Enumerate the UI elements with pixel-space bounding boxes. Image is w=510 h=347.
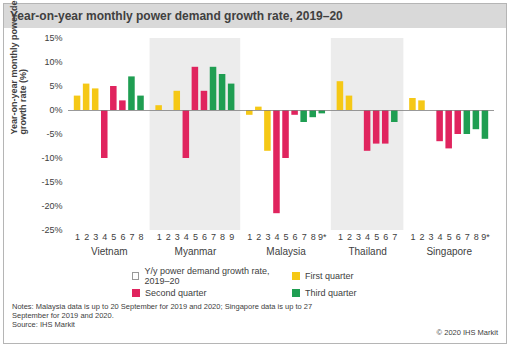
svg-text:2: 2 [84, 232, 89, 242]
svg-text:4: 4 [438, 232, 443, 242]
html-text:Source: IHS Markit: Source: IHS Markit [12, 320, 75, 329]
svg-text:9*: 9* [318, 232, 327, 242]
svg-text:1: 1 [247, 232, 252, 242]
html-text:First quarter: First quarter [305, 271, 354, 281]
svg-text:3: 3 [429, 232, 434, 242]
svg-text:4: 4 [274, 232, 279, 242]
svg-text:Malaysia: Malaysia [266, 246, 306, 257]
svg-text:-5%: -5% [46, 129, 62, 139]
svg-text:2: 2 [256, 232, 261, 242]
svg-text:7: 7 [211, 232, 216, 242]
svg-text:5: 5 [284, 232, 289, 242]
svg-text:3: 3 [93, 232, 98, 242]
svg-text:6: 6 [456, 232, 461, 242]
svg-text:6: 6 [120, 232, 125, 242]
svg-text:-25%: -25% [41, 225, 62, 235]
svg-text:8: 8 [220, 232, 225, 242]
svg-text:2: 2 [166, 232, 171, 242]
svg-text:7: 7 [392, 232, 397, 242]
svg-text:0%: 0% [49, 105, 62, 115]
svg-text:7: 7 [465, 232, 470, 242]
svg-text:4: 4 [102, 232, 107, 242]
svg-text:Myanmar: Myanmar [175, 246, 217, 257]
svg-text:1: 1 [75, 232, 80, 242]
svg-text:8: 8 [474, 232, 479, 242]
svg-text:8: 8 [139, 232, 144, 242]
svg-text:1: 1 [338, 232, 343, 242]
html-text:Third quarter: Third quarter [305, 288, 357, 298]
svg-text:5: 5 [447, 232, 452, 242]
svg-text:5: 5 [111, 232, 116, 242]
svg-text:2: 2 [419, 232, 424, 242]
svg-text:7: 7 [302, 232, 307, 242]
svg-text:4: 4 [365, 232, 370, 242]
svg-text:9: 9 [229, 232, 234, 242]
svg-text:8: 8 [311, 232, 316, 242]
html-text:Notes: Malaysia data is up to: Notes: Malaysia data is up to 20 Septemb… [12, 302, 313, 320]
svg-text:Thailand: Thailand [348, 246, 386, 257]
svg-text:6: 6 [383, 232, 388, 242]
html-text:Second quarter: Second quarter [145, 288, 207, 298]
svg-text:Singapore: Singapore [426, 246, 472, 257]
svg-text:1: 1 [410, 232, 415, 242]
html-text:© 2020 IHS Markit: © 2020 IHS Markit [436, 328, 498, 337]
svg-text:5: 5 [193, 232, 198, 242]
svg-text:15%: 15% [44, 33, 62, 43]
svg-text:-20%: -20% [41, 201, 62, 211]
svg-text:-15%: -15% [41, 177, 62, 187]
svg-text:-10%: -10% [41, 153, 62, 163]
html-text:Year-on-year monthly power dem: Year-on-year monthly power demand growth… [10, 9, 343, 23]
svg-text:2: 2 [347, 232, 352, 242]
svg-text:Vietnam: Vietnam [91, 246, 128, 257]
svg-text:6: 6 [202, 232, 207, 242]
svg-text:3: 3 [175, 232, 180, 242]
svg-text:Year-on-year monthly power dem: Year-on-year monthly power demandgrowth … [9, 0, 28, 135]
svg-text:4: 4 [184, 232, 189, 242]
svg-text:3: 3 [265, 232, 270, 242]
svg-text:5: 5 [374, 232, 379, 242]
svg-text:6: 6 [293, 232, 298, 242]
svg-text:1: 1 [157, 232, 162, 242]
svg-text:5%: 5% [49, 81, 62, 91]
svg-text:3: 3 [356, 232, 361, 242]
svg-text:9*: 9* [481, 232, 490, 242]
html-text:Y/y power demand growth rate,: Y/y power demand growth rate, 2019–20 [144, 266, 270, 286]
svg-text:7: 7 [129, 232, 134, 242]
svg-text:10%: 10% [44, 57, 62, 67]
